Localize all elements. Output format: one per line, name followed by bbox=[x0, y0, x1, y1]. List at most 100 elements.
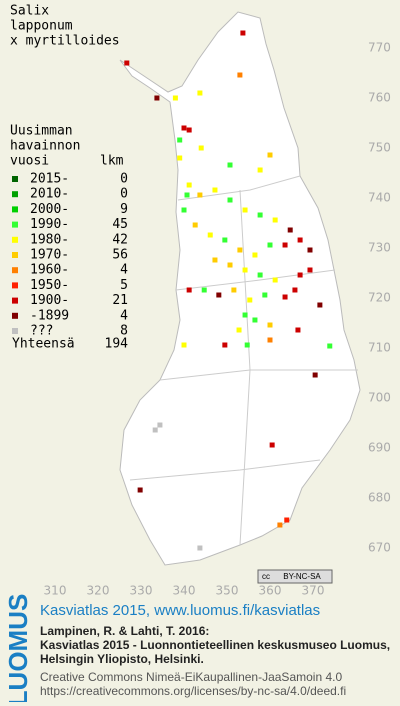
logo: LUOMUS bbox=[3, 594, 33, 702]
legend-swatch bbox=[12, 221, 18, 228]
squares bbox=[124, 30, 333, 551]
observation-square bbox=[242, 312, 248, 318]
citation: Lampinen, R. & Lahti, T. 2016: bbox=[40, 624, 209, 638]
y-tick-label: 720 bbox=[368, 291, 391, 305]
observation-square bbox=[201, 287, 207, 293]
observation-square bbox=[137, 487, 143, 493]
legend-count: 5 bbox=[120, 278, 128, 293]
y-tick-label: 680 bbox=[368, 491, 391, 505]
observation-square bbox=[216, 292, 222, 298]
observation-square bbox=[307, 267, 313, 273]
observation-square bbox=[287, 227, 293, 233]
legend-count: 56 bbox=[112, 248, 128, 263]
legend-count: 0 bbox=[120, 172, 128, 187]
legend-label: 1950- bbox=[30, 278, 69, 293]
y-tick-label: 690 bbox=[368, 441, 391, 455]
observation-square bbox=[197, 192, 203, 198]
license: https://creativecommons.org/licenses/by-… bbox=[40, 684, 346, 698]
observation-square bbox=[236, 327, 242, 333]
observation-square bbox=[152, 427, 158, 433]
observation-square bbox=[192, 222, 198, 228]
legend-count: 9 bbox=[120, 202, 128, 217]
observation-square bbox=[184, 192, 190, 198]
observation-square bbox=[186, 287, 192, 293]
axes: 310 320 330 340 350 360 370 670 680 690 700 710 720 7… bbox=[44, 41, 391, 598]
observation-square bbox=[267, 337, 273, 343]
footer-link[interactable]: Kasviatlas 2015, www.luomus.fi/kasviatla… bbox=[40, 602, 320, 619]
legend-swatch bbox=[12, 176, 18, 182]
x-tick-label: 330 bbox=[130, 584, 153, 598]
cc-badge[interactable] bbox=[257, 569, 333, 584]
citation: Helsingin Yliopisto, Helsinki. bbox=[40, 652, 204, 666]
observation-square bbox=[262, 292, 268, 298]
legend-label: 1990- bbox=[30, 217, 69, 232]
observation-square bbox=[312, 372, 318, 378]
cc-badge-text: cc bbox=[262, 572, 270, 581]
title: Salix bbox=[10, 4, 49, 19]
observation-square bbox=[157, 422, 163, 428]
legend-count: 21 bbox=[112, 293, 128, 308]
legend-count-heading: lkm bbox=[100, 154, 124, 169]
legend-swatch bbox=[12, 252, 18, 258]
y-tick-label: 670 bbox=[368, 541, 391, 555]
observation-square bbox=[252, 317, 258, 323]
observation-square bbox=[227, 162, 233, 168]
observation-square bbox=[317, 302, 323, 308]
observation-square bbox=[297, 272, 303, 278]
legend-label: 1970- bbox=[30, 248, 69, 263]
observation-square bbox=[267, 322, 273, 328]
finland-outline bbox=[119, 11, 361, 566]
observation-square bbox=[242, 207, 248, 213]
x-tick-label: 350 bbox=[216, 584, 239, 598]
observation-square bbox=[181, 207, 187, 213]
citation: Kasviatlas 2015 - Luonnontieteellinen ke… bbox=[40, 638, 390, 652]
observation-square bbox=[257, 212, 263, 218]
observation-square bbox=[244, 342, 250, 348]
observation-square bbox=[154, 95, 160, 101]
y-tick-label: 760 bbox=[368, 91, 391, 105]
observation-square bbox=[242, 267, 248, 273]
observation-square bbox=[212, 257, 218, 263]
observation-square bbox=[177, 137, 183, 143]
observation-square bbox=[284, 517, 290, 523]
legend-heading: Uusimman bbox=[10, 124, 73, 139]
legend-swatch bbox=[12, 191, 18, 198]
observation-square bbox=[295, 327, 301, 333]
license: Creative Commons Nimeä-EiKaupallinen-Jaa… bbox=[40, 670, 342, 684]
title: lapponum bbox=[10, 19, 73, 34]
legend-label: 1980- bbox=[30, 232, 69, 247]
observation-square bbox=[267, 152, 273, 158]
observation-square bbox=[181, 125, 187, 131]
y-tick-label: 770 bbox=[368, 41, 391, 55]
observation-square bbox=[247, 297, 253, 303]
y-tick-label: 740 bbox=[368, 191, 391, 205]
observation-square bbox=[177, 155, 183, 161]
observation-square bbox=[186, 127, 192, 133]
y-tick-label: 750 bbox=[368, 141, 391, 155]
legend-label: 2010- bbox=[30, 187, 69, 202]
total-label: Yhteensä bbox=[12, 337, 75, 352]
observation-square bbox=[197, 545, 203, 551]
observation-square bbox=[124, 60, 130, 66]
observation-square bbox=[272, 277, 278, 283]
observation-square bbox=[222, 342, 228, 348]
observation-square bbox=[282, 242, 288, 248]
legend-swatch bbox=[12, 282, 18, 289]
y-tick-label: 730 bbox=[368, 241, 391, 255]
legend-heading: vuosi bbox=[10, 154, 49, 169]
legend-swatch bbox=[12, 267, 18, 274]
legend-label: 1900- bbox=[30, 293, 69, 308]
observation-square bbox=[327, 343, 333, 349]
observation-square bbox=[269, 442, 275, 448]
observation-square bbox=[186, 182, 192, 188]
legend-swatch bbox=[12, 236, 18, 243]
legend-label: 2000- bbox=[30, 202, 69, 217]
observation-square bbox=[198, 145, 204, 151]
y-tick-label: 700 bbox=[368, 391, 391, 405]
legend-swatch bbox=[12, 328, 18, 334]
observation-square bbox=[282, 294, 288, 300]
legend-label: ??? bbox=[30, 324, 53, 339]
legend-swatch bbox=[12, 297, 18, 304]
